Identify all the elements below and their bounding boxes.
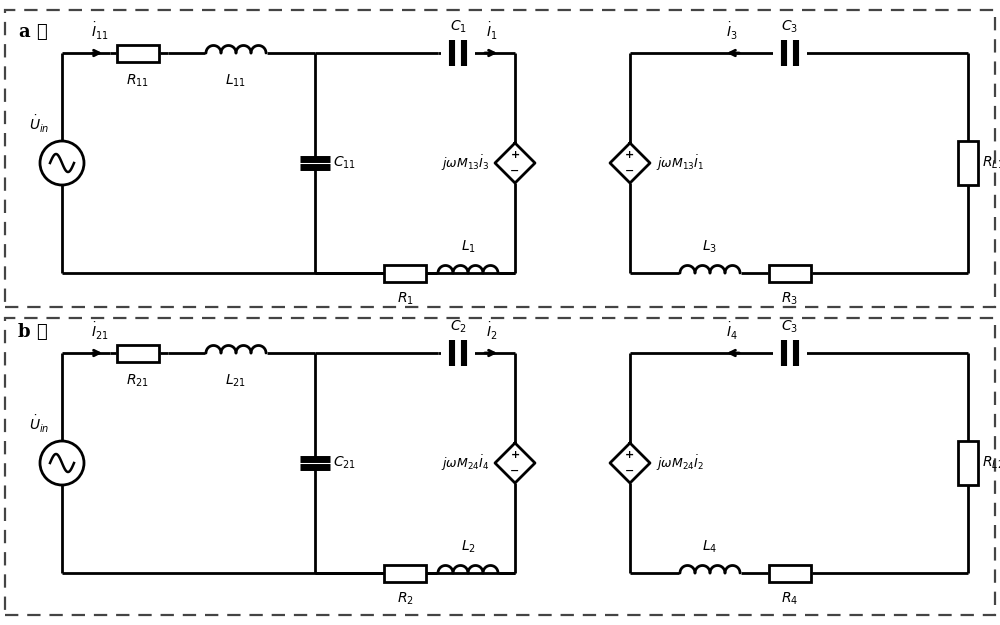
Bar — [769, 564, 811, 581]
Text: $C_3$: $C_3$ — [781, 319, 799, 335]
Text: $L_{11}$: $L_{11}$ — [225, 73, 247, 89]
Text: $L_1$: $L_1$ — [461, 239, 475, 255]
Text: $C_2$: $C_2$ — [450, 319, 466, 335]
Text: $C_3$: $C_3$ — [781, 19, 799, 35]
Text: $L_3$: $L_3$ — [702, 239, 718, 255]
Text: −: − — [510, 166, 520, 176]
Text: $C_{21}$: $C_{21}$ — [333, 455, 356, 471]
Text: $\dot{I}_{21}$: $\dot{I}_{21}$ — [91, 321, 109, 342]
Text: $R_2$: $R_2$ — [397, 591, 413, 608]
Text: −: − — [625, 466, 635, 476]
Text: $j\omega M_{13}\dot{I}_1$: $j\omega M_{13}\dot{I}_1$ — [656, 153, 704, 173]
Circle shape — [40, 141, 84, 185]
Text: $j\omega M_{24}\dot{I}_2$: $j\omega M_{24}\dot{I}_2$ — [656, 453, 704, 472]
Text: a: a — [18, 23, 30, 41]
Text: $j\omega M_{13}\dot{I}_3$: $j\omega M_{13}\dot{I}_3$ — [441, 153, 489, 173]
Bar — [958, 441, 978, 485]
Text: $\dot{I}_{11}$: $\dot{I}_{11}$ — [91, 21, 109, 42]
Text: $R_{11}$: $R_{11}$ — [126, 73, 150, 89]
Bar — [117, 44, 159, 61]
Text: +: + — [625, 450, 635, 460]
Text: $\dot{I}_1$: $\dot{I}_1$ — [486, 21, 498, 42]
Text: +: + — [625, 150, 635, 160]
Text: +: + — [510, 450, 520, 460]
Bar — [5, 10, 995, 307]
Text: $j\omega M_{24}\dot{I}_4$: $j\omega M_{24}\dot{I}_4$ — [441, 453, 489, 472]
Text: $\dot{U}_{in}$: $\dot{U}_{in}$ — [29, 114, 50, 135]
Polygon shape — [610, 443, 650, 483]
Text: $\dot{I}_4$: $\dot{I}_4$ — [726, 321, 738, 342]
Bar — [117, 344, 159, 361]
Bar — [958, 141, 978, 185]
Bar — [769, 264, 811, 281]
Text: $R_3$: $R_3$ — [781, 291, 799, 308]
Text: $C_1$: $C_1$ — [450, 19, 466, 35]
Text: 面: 面 — [36, 323, 47, 341]
Text: −: − — [510, 466, 520, 476]
Bar — [5, 318, 995, 615]
Polygon shape — [610, 143, 650, 183]
Text: +: + — [510, 150, 520, 160]
Text: $C_{11}$: $C_{11}$ — [333, 155, 356, 171]
Circle shape — [40, 441, 84, 485]
Text: −: − — [625, 166, 635, 176]
Text: $R_4$: $R_4$ — [781, 591, 799, 608]
Polygon shape — [495, 443, 535, 483]
Text: b: b — [18, 323, 31, 341]
Text: $L_2$: $L_2$ — [461, 539, 475, 555]
Text: 面: 面 — [36, 23, 47, 41]
Text: $R_{L2}$: $R_{L2}$ — [982, 455, 1000, 471]
Polygon shape — [495, 143, 535, 183]
Text: $\dot{I}_2$: $\dot{I}_2$ — [486, 321, 498, 342]
Text: $\dot{I}_3$: $\dot{I}_3$ — [726, 21, 738, 42]
Text: $L_4$: $L_4$ — [702, 539, 718, 555]
Bar — [384, 264, 426, 281]
Text: $R_{L1}$: $R_{L1}$ — [982, 155, 1000, 171]
Text: $\dot{U}_{in}$: $\dot{U}_{in}$ — [29, 414, 50, 435]
Text: $R_1$: $R_1$ — [397, 291, 413, 308]
Text: $L_{21}$: $L_{21}$ — [225, 373, 247, 389]
Text: $R_{21}$: $R_{21}$ — [126, 373, 150, 389]
Bar — [384, 564, 426, 581]
